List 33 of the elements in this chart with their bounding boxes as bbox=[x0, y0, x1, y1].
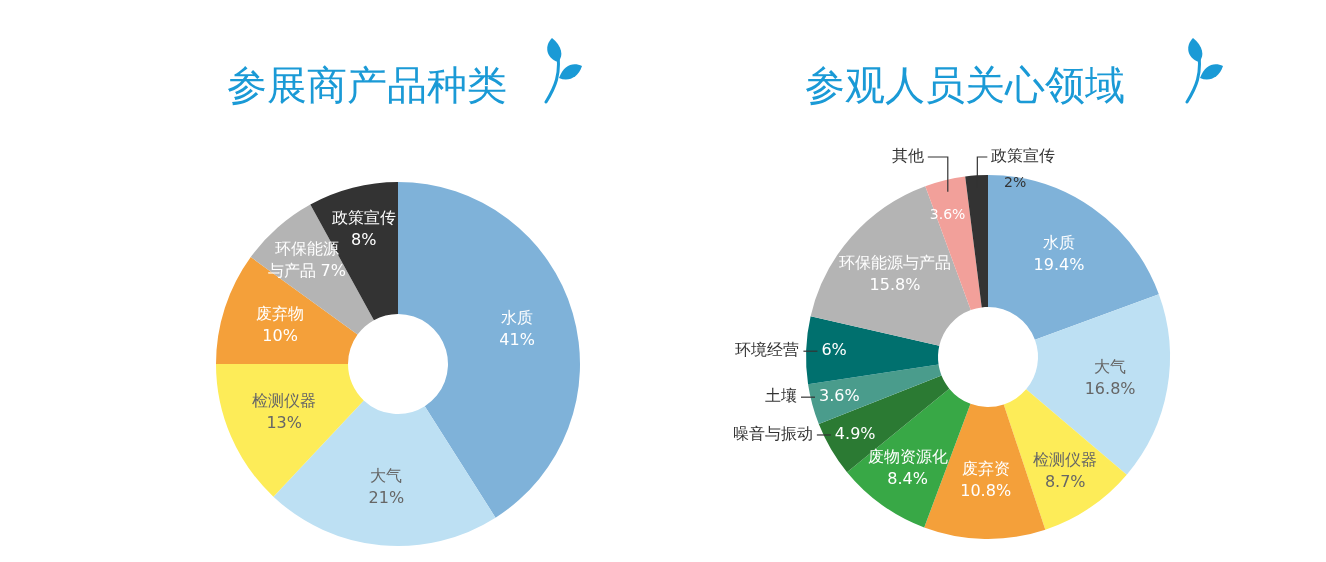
data-label: 2% bbox=[1004, 173, 1027, 190]
slice-label: 废弃物 bbox=[256, 303, 305, 323]
slice-label: 土壤 bbox=[765, 386, 798, 406]
data-label: 10.8% bbox=[960, 481, 1012, 501]
data-label: 15.8% bbox=[869, 275, 921, 295]
slice-label: 水质 bbox=[501, 307, 534, 327]
slice-label: 检测仪器 bbox=[1033, 449, 1098, 469]
data-label: 6% bbox=[821, 340, 847, 360]
slice-label: 水质 bbox=[1042, 233, 1075, 253]
data-label: 19.4% bbox=[1033, 255, 1085, 275]
slice-label: 环境经营 bbox=[735, 340, 800, 360]
data-label: 41% bbox=[499, 329, 535, 349]
slice-label: 政策宣传 bbox=[991, 146, 1056, 166]
data-label: 3.6% bbox=[819, 386, 860, 406]
slice-label: 环保能源与产品 bbox=[838, 253, 951, 273]
data-label: 10% bbox=[262, 325, 298, 345]
slice-label: 噪音与振动 bbox=[732, 424, 813, 444]
slice-label: 大气 bbox=[370, 465, 403, 485]
data-label: 8.7% bbox=[1044, 471, 1086, 491]
slice-label: 废弃资 bbox=[961, 459, 1010, 479]
chart-title: 参展商产品种类 bbox=[227, 61, 507, 110]
data-label: 13% bbox=[266, 413, 302, 433]
data-label: 8.4% bbox=[887, 469, 928, 489]
chart-title: 参观人员关心领域 bbox=[805, 61, 1125, 110]
data-label: 4.9% bbox=[834, 424, 876, 444]
slice-label: 大气 bbox=[1094, 356, 1127, 376]
data-label: 8% bbox=[350, 230, 377, 250]
slice-label: 检测仪器 bbox=[252, 391, 317, 411]
data-label: 16.8% bbox=[1084, 378, 1136, 398]
slice-label: 废物资源化 bbox=[867, 447, 948, 467]
slice-label: 政策宣传 bbox=[331, 208, 396, 228]
data-label: 21% bbox=[368, 487, 405, 507]
slice-label: 其他 bbox=[891, 146, 924, 166]
